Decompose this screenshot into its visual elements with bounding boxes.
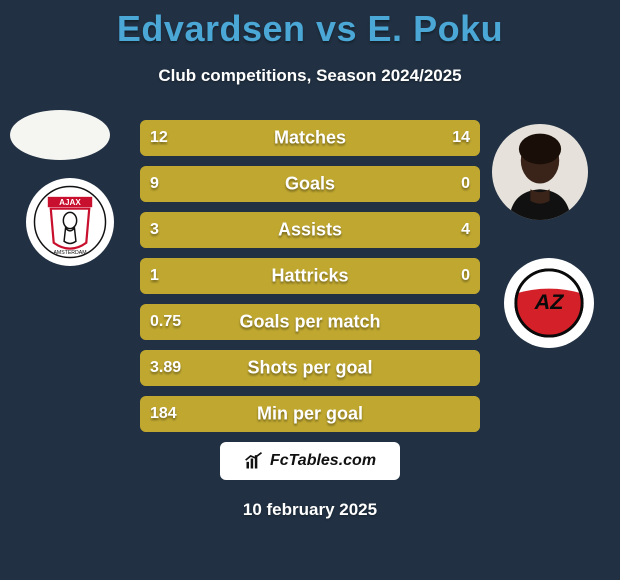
metric-label: Hattricks	[140, 266, 480, 287]
player-right-avatar	[492, 124, 588, 220]
chart-icon	[244, 451, 264, 471]
metric-label: Matches	[140, 128, 480, 149]
svg-text:AZ: AZ	[534, 289, 565, 314]
metric-bar: 184Min per goal	[140, 396, 480, 432]
metric-label: Goals	[140, 174, 480, 195]
brand-text: FcTables.com	[270, 452, 376, 470]
metric-bar: 10Hattricks	[140, 258, 480, 294]
metric-label: Assists	[140, 220, 480, 241]
page-title: Edvardsen vs E. Poku	[0, 0, 620, 50]
brand-badge: FcTables.com	[220, 442, 400, 480]
metric-bar: 1214Matches	[140, 120, 480, 156]
ajax-icon: AJAX AMSTERDAM	[33, 185, 107, 259]
metric-bar: 34Assists	[140, 212, 480, 248]
svg-text:AJAX: AJAX	[59, 198, 81, 207]
player-portrait-icon	[492, 124, 588, 220]
svg-text:AMSTERDAM: AMSTERDAM	[53, 250, 86, 256]
date-text: 10 february 2025	[0, 500, 620, 520]
metric-label: Shots per goal	[140, 358, 480, 379]
subtitle: Club competitions, Season 2024/2025	[0, 66, 620, 86]
player-left-avatar	[10, 110, 110, 160]
club-right-badge: AZ	[504, 258, 594, 348]
comparison-card: Edvardsen vs E. Poku Club competitions, …	[0, 0, 620, 580]
metric-label: Goals per match	[140, 312, 480, 333]
metric-bar: 90Goals	[140, 166, 480, 202]
club-left-badge: AJAX AMSTERDAM	[26, 178, 114, 266]
metric-bar: 3.89Shots per goal	[140, 350, 480, 386]
az-icon: AZ	[513, 267, 585, 339]
metric-bar: 0.75Goals per match	[140, 304, 480, 340]
metrics-bars: 1214Matches 90Goals 34Assists 10Hattricks 0.…	[140, 120, 480, 442]
metric-label: Min per goal	[140, 404, 480, 425]
